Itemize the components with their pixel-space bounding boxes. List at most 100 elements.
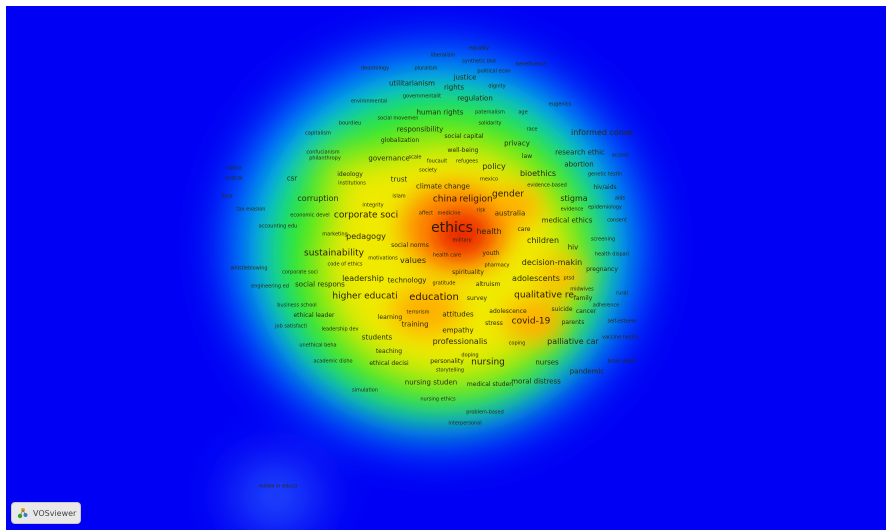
term-label-adherence[interactable]: adherence — [592, 302, 620, 309]
term-label-hiv[interactable]: hiv — [567, 243, 579, 252]
term-label-children[interactable]: children — [526, 236, 560, 245]
term-label-education[interactable]: education — [409, 292, 459, 303]
term-label-engineering-ed[interactable]: engineering ed — [251, 283, 289, 290]
term-label-motivations[interactable]: motivations — [368, 255, 398, 262]
term-label-covid-19[interactable]: covid-19 — [511, 316, 551, 327]
term-label-capitalism[interactable]: capitalism — [305, 130, 331, 137]
term-label-bioethics[interactable]: bioethics — [519, 169, 557, 178]
term-label-doping[interactable]: doping — [461, 352, 479, 359]
term-label-mexico[interactable]: mexico — [479, 176, 499, 183]
term-label-terrorism[interactable]: terrorism — [406, 309, 430, 316]
term-label-abortion[interactable]: abortion — [564, 160, 594, 169]
term-label-simulation[interactable]: simulation — [351, 387, 379, 394]
term-label-interpersonal[interactable]: interpersonal — [448, 420, 482, 427]
term-label-utilitarianism[interactable]: utilitarianism — [388, 79, 436, 88]
term-label-social-norms[interactable]: social norms — [391, 242, 429, 249]
term-label-csr[interactable]: csr — [286, 174, 298, 183]
term-label-governmentalit[interactable]: governmentalit — [402, 93, 442, 100]
term-label-business-school[interactable]: business school — [277, 302, 317, 309]
term-label-health[interactable]: health — [476, 227, 502, 236]
term-label-ideology[interactable]: ideology — [337, 171, 363, 178]
term-label-pharmacy[interactable]: pharmacy — [484, 262, 510, 269]
term-label-liberalism[interactable]: liberalism — [430, 52, 456, 59]
term-label-refugees[interactable]: refugees — [456, 158, 478, 165]
term-label-scale[interactable]: scale — [408, 154, 422, 161]
term-label-self-esteem[interactable]: self-esteem — [607, 318, 637, 325]
term-label-political-econ[interactable]: political econ — [477, 68, 511, 75]
term-label-media-in-educa[interactable]: media in educa — [258, 483, 298, 490]
term-label-spirituality[interactable]: spirituality — [452, 269, 484, 276]
term-label-rural[interactable]: rural — [616, 290, 628, 297]
term-label-students[interactable]: students — [361, 333, 393, 342]
term-label-leadership-dev[interactable]: leadership dev — [321, 326, 359, 333]
term-label-attitudes[interactable]: attitudes — [442, 310, 474, 319]
term-label-well-being[interactable]: well-being — [447, 147, 479, 154]
term-label-whistleblowing[interactable]: whistleblowing — [230, 265, 268, 272]
term-label-palliative-car[interactable]: palliative car — [547, 337, 599, 346]
term-label-globalization[interactable]: globalization — [380, 137, 420, 144]
term-label-youth[interactable]: youth — [482, 250, 500, 257]
term-label-china[interactable]: china — [432, 194, 458, 205]
term-label-corporate-soci-2[interactable]: corporate soci — [282, 269, 318, 276]
term-label-pregnancy[interactable]: pregnancy — [586, 266, 618, 273]
term-label-trust[interactable]: trust — [390, 175, 408, 184]
term-label-epidemiology[interactable]: epidemiology — [588, 204, 622, 211]
term-label-gratitude[interactable]: gratitude — [432, 280, 456, 287]
term-label-personality[interactable]: personality — [430, 358, 464, 365]
term-label-genetic-testin[interactable]: genetic testin — [587, 171, 623, 178]
term-label-evidence-based[interactable]: evidence-based — [527, 182, 567, 189]
term-label-health-care[interactable]: health care — [432, 252, 462, 259]
term-label-solidarity[interactable]: solidarity — [478, 120, 502, 127]
term-label-hiv-aids[interactable]: hiv/aids — [593, 184, 617, 191]
term-label-cancer[interactable]: cancer — [575, 308, 597, 315]
term-label-unethical-beha[interactable]: unethical beha — [299, 342, 337, 349]
term-label-consent[interactable]: consent — [607, 217, 627, 224]
term-label-beneficence[interactable]: beneficence — [515, 61, 547, 68]
term-label-foucault[interactable]: foucault — [426, 158, 448, 165]
term-label-medical-ethics[interactable]: medical ethics — [541, 216, 593, 225]
term-label-values[interactable]: values — [399, 256, 427, 265]
term-label-gender[interactable]: gender — [492, 189, 524, 200]
term-label-environmental[interactable]: environmental — [350, 98, 388, 105]
term-label-sustainability[interactable]: sustainability — [304, 248, 364, 259]
term-label-policy[interactable]: policy — [482, 162, 506, 171]
term-label-privacy[interactable]: privacy — [504, 139, 530, 148]
term-label-adolescence[interactable]: adolescence — [489, 308, 527, 315]
term-label-leadership[interactable]: leadership — [342, 274, 384, 283]
term-label-problem-based[interactable]: problem-based — [466, 409, 504, 416]
term-label-religion[interactable]: religion — [459, 194, 493, 205]
term-label-health-dispari[interactable]: health dispari — [594, 251, 630, 258]
term-label-screening[interactable]: screening — [590, 236, 616, 243]
term-label-pandemic[interactable]: pandemic — [569, 367, 605, 376]
term-label-qualitative-re[interactable]: qualitative re — [514, 290, 574, 301]
term-label-coping[interactable]: coping — [508, 340, 526, 347]
term-label-australia[interactable]: australia — [494, 209, 526, 218]
term-label-institutions[interactable]: institutions — [338, 180, 366, 187]
term-label-parents[interactable]: parents — [561, 319, 585, 326]
term-label-nurses[interactable]: nurses — [535, 358, 559, 367]
term-label-survey[interactable]: survey — [466, 295, 488, 302]
term-label-medicine[interactable]: medicine — [437, 210, 461, 217]
term-label-medical-studen[interactable]: medical studen — [466, 381, 514, 388]
term-label-stress[interactable]: stress — [485, 320, 503, 327]
term-label-decision-makin[interactable]: decision-makin — [521, 258, 583, 267]
term-label-age[interactable]: age — [518, 109, 528, 116]
term-label-ethical-decisi[interactable]: ethical decisi — [369, 360, 409, 367]
term-label-military[interactable]: military — [452, 237, 472, 244]
term-label-economic-devel[interactable]: economic devel — [290, 212, 330, 219]
term-label-justice[interactable]: justice — [453, 73, 477, 82]
term-label-social-movemen[interactable]: social movemen — [377, 115, 419, 122]
term-label-research-ethic[interactable]: research ethic — [555, 148, 605, 157]
density-map[interactable]: equality liberalism synthetic biol benefice… — [6, 6, 886, 530]
term-label-society[interactable]: society — [419, 167, 437, 174]
term-label-job-satisfacti[interactable]: job satisfacti — [275, 323, 307, 330]
term-label-altruism[interactable]: altruism — [475, 281, 501, 288]
term-label-aids[interactable]: aids — [614, 195, 626, 202]
term-label-teaching[interactable]: teaching — [375, 348, 403, 355]
term-label-storytelling[interactable]: storytelling — [435, 367, 465, 374]
term-label-confucianism[interactable]: confucianism — [306, 149, 340, 156]
term-label-care[interactable]: care — [517, 226, 531, 233]
term-label-ethical-leader[interactable]: ethical leader — [293, 312, 335, 319]
term-label-accounting-edu[interactable]: accounting edu — [258, 223, 298, 230]
term-label-evidence[interactable]: evidence — [560, 206, 584, 213]
